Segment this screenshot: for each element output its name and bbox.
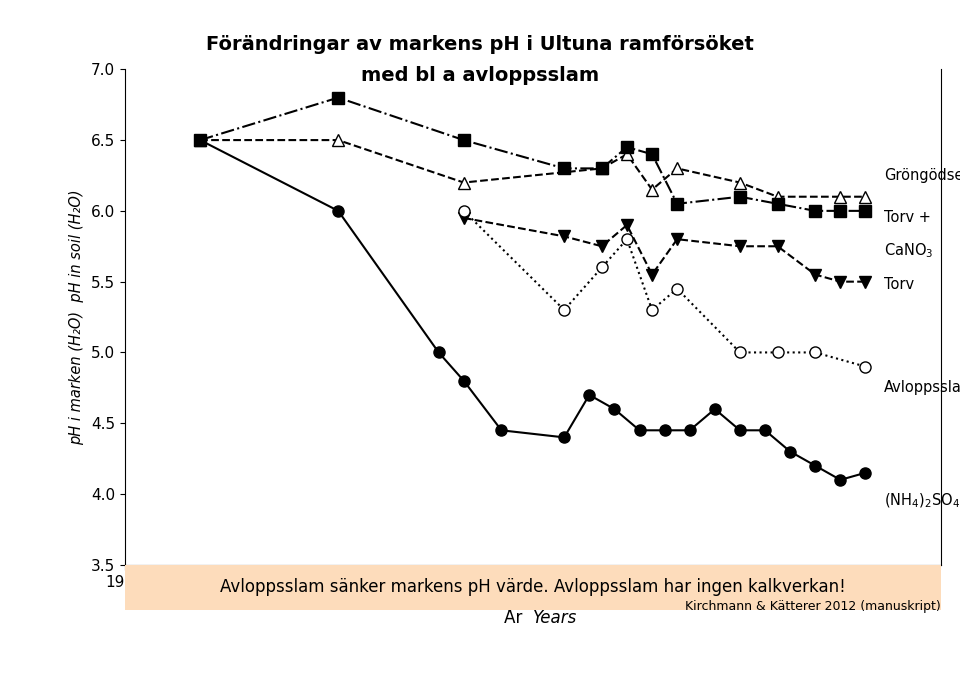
Text: Torv: Torv	[884, 277, 915, 292]
Text: Avloppsslam: Avloppsslam	[884, 380, 960, 395]
Text: Avloppsslam sänker markens pH värde. Avloppsslam har ingen kalkverkan!: Avloppsslam sänker markens pH värde. Avl…	[220, 579, 846, 596]
Text: Years: Years	[533, 609, 577, 627]
Text: CaNO$_3$: CaNO$_3$	[884, 241, 934, 260]
Text: Gröngödsel: Gröngödsel	[884, 168, 960, 183]
Text: (NH$_4$)$_2$SO$_4$: (NH$_4$)$_2$SO$_4$	[884, 492, 960, 510]
Text: Förändringar av markens pH i Ultuna ramförsöket: Förändringar av markens pH i Ultuna ramf…	[206, 35, 754, 53]
Text: med bl a avloppsslam: med bl a avloppsslam	[361, 66, 599, 85]
Text: År: År	[504, 609, 533, 627]
Y-axis label: pH i marken (H₂O)  pH in soil (H₂O): pH i marken (H₂O) pH in soil (H₂O)	[69, 189, 84, 445]
Text: Torv +: Torv +	[884, 211, 931, 225]
Text: Kirchmann & Kätterer 2012 (manuskript): Kirchmann & Kätterer 2012 (manuskript)	[685, 600, 941, 613]
